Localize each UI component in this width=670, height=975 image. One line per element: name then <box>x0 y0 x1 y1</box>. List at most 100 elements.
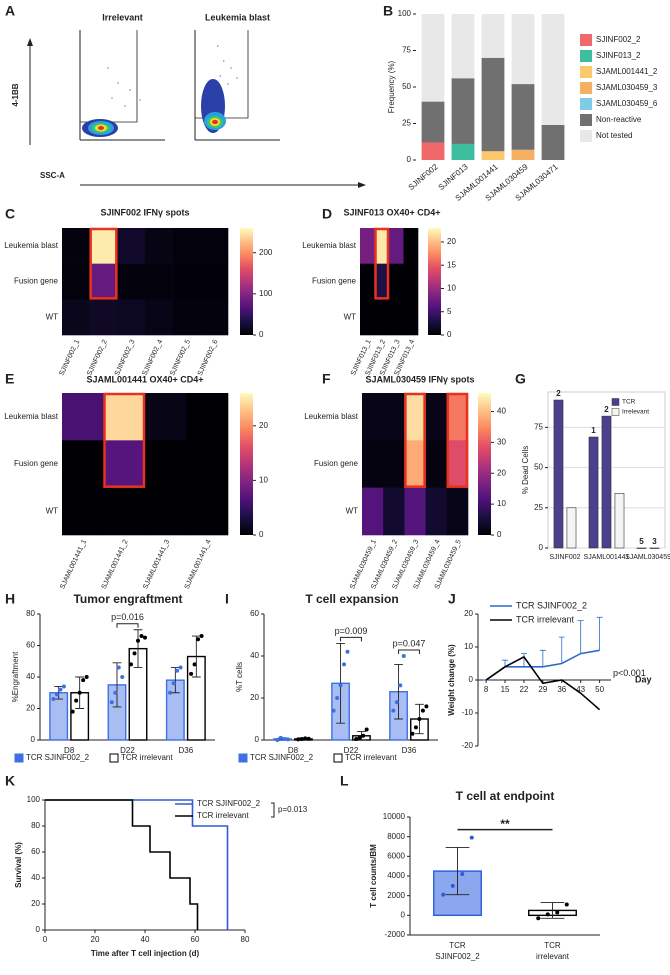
column-label: SJINF002_1 <box>59 339 82 377</box>
heat-cell <box>186 393 229 441</box>
data-point <box>413 725 418 730</box>
data-point <box>171 681 176 686</box>
heat-cell <box>172 299 201 336</box>
data-point <box>354 736 359 741</box>
legend-swatch <box>580 34 592 46</box>
panel-letter: L <box>340 773 349 789</box>
colorbar-label: 10 <box>497 499 506 508</box>
colorbar-label: 0 <box>259 330 264 339</box>
y-tick-label: 0 <box>36 925 41 934</box>
data-point <box>545 912 550 917</box>
x-category-line: TCR <box>544 941 561 950</box>
data-point <box>394 700 399 705</box>
legend-label: SJAML030459_3 <box>596 83 658 92</box>
y-tick-label: 10000 <box>383 812 406 821</box>
y-tick-label: 0 <box>255 735 260 744</box>
density-contour <box>212 119 218 125</box>
event-dot <box>107 67 109 69</box>
y-tick-label: 60 <box>31 847 40 856</box>
column-label: SJAML001441_3 <box>142 539 171 591</box>
bar <box>649 547 660 549</box>
data-point <box>58 687 63 692</box>
legend-swatch <box>580 66 592 78</box>
heat-cell <box>103 487 146 536</box>
data-point <box>345 649 350 654</box>
y-tick-label: 0 <box>469 675 474 684</box>
error-bar <box>54 686 64 700</box>
error-bar <box>336 642 345 724</box>
colorbar-label: 0 <box>259 530 264 539</box>
column-label: SJINF002_3 <box>114 339 137 377</box>
legend-swatch <box>238 753 248 763</box>
bar <box>588 436 599 549</box>
y-tick-label: 20 <box>26 704 35 713</box>
row-label: Leukemia blast <box>302 241 357 250</box>
x-category-label: SJAML030459 <box>625 554 670 561</box>
data-point <box>424 704 429 709</box>
data-point <box>196 637 201 642</box>
legend-swatch <box>333 753 343 763</box>
heat-cell <box>145 487 187 536</box>
p-value: p=0.047 <box>393 638 426 648</box>
x-category-label: TCR irrelevant <box>536 941 570 961</box>
y-axis-label: Frequency (%) <box>387 60 396 113</box>
legend-label: TCR <box>622 399 636 406</box>
colorbar-label: 5 <box>447 307 452 316</box>
heat-cell <box>186 487 229 536</box>
column-label: SJAML001441_2 <box>101 539 130 591</box>
heat-cell <box>62 299 90 336</box>
data-point <box>278 735 283 740</box>
y-tick-label: 40 <box>250 651 259 660</box>
event-dot <box>124 105 126 107</box>
legend-label: SJINF002_2 <box>596 35 641 44</box>
data-point <box>129 662 133 667</box>
bar-segment <box>481 151 505 160</box>
colorbar <box>240 393 253 535</box>
y-tick-label: 75 <box>534 422 543 431</box>
column-label: SJINF002_5 <box>169 339 192 377</box>
x-tick-label: 50 <box>595 685 604 694</box>
bar-segment <box>481 57 505 152</box>
y-tick-label: 0 <box>407 155 412 164</box>
heat-cell <box>145 228 173 264</box>
x-tick-label: 36 <box>557 685 566 694</box>
data-point <box>120 675 125 679</box>
colorbar-label: 30 <box>497 438 506 447</box>
chart-title: SJINF013 OX40+ CD4+ <box>343 207 440 217</box>
p-value: p=0.009 <box>335 626 368 636</box>
y-tick-label: -2000 <box>385 930 406 939</box>
heat-cell <box>389 263 404 300</box>
bar-segment <box>511 14 535 85</box>
data-point <box>391 708 396 713</box>
x-tick-label: 20 <box>91 935 100 944</box>
data-point <box>306 736 311 741</box>
x-axis-label: Day <box>635 674 652 684</box>
chart-title: Tumor engraftment <box>73 592 182 606</box>
error-bar <box>539 649 546 667</box>
data-point <box>275 738 280 742</box>
bar <box>566 507 577 549</box>
x-tick-label: 43 <box>576 685 585 694</box>
heat-cell <box>117 263 146 300</box>
event-dot <box>236 77 238 79</box>
y-tick-label: 4000 <box>387 871 405 880</box>
colorbar-label: 10 <box>447 284 456 293</box>
data-point <box>303 736 308 741</box>
data-point <box>61 684 66 689</box>
y-tick-label: 20 <box>250 693 259 702</box>
heat-cell <box>62 263 90 300</box>
bar-annotation: 1 <box>591 426 596 435</box>
data-point <box>84 675 89 679</box>
data-point <box>555 910 560 915</box>
heat-cell <box>404 440 426 488</box>
heat-cell <box>103 393 146 441</box>
heat-cell <box>446 393 469 441</box>
heat-cell <box>145 440 187 488</box>
heat-cell <box>200 228 229 264</box>
data-point <box>285 737 290 742</box>
data-point <box>417 717 422 721</box>
legend-label: TCR irrelevant <box>121 753 173 762</box>
panel-letter: H <box>5 591 15 607</box>
heat-cell <box>383 487 405 536</box>
column-label: SJAML001441_1 <box>59 539 88 591</box>
